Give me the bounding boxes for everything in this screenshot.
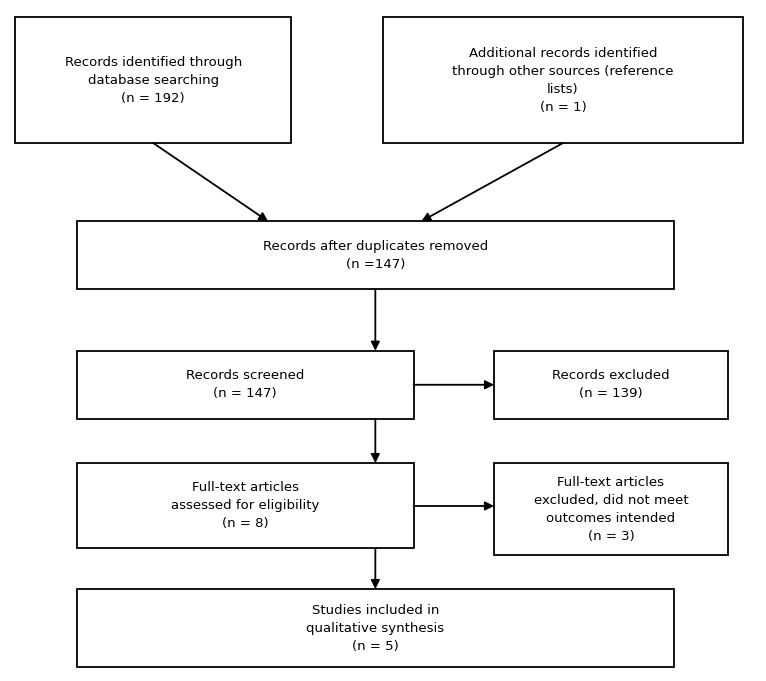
FancyBboxPatch shape [383, 17, 743, 143]
Text: Records screened
(n = 147): Records screened (n = 147) [186, 369, 304, 400]
FancyBboxPatch shape [494, 463, 728, 555]
FancyBboxPatch shape [494, 351, 728, 419]
Text: Full-text articles
excluded, did not meet
outcomes intended
(n = 3): Full-text articles excluded, did not mee… [534, 475, 688, 543]
Text: Records excluded
(n = 139): Records excluded (n = 139) [552, 369, 669, 400]
Text: Full-text articles
assessed for eligibility
(n = 8): Full-text articles assessed for eligibil… [171, 481, 319, 530]
Text: Records after duplicates removed
(n =147): Records after duplicates removed (n =147… [263, 240, 488, 271]
Text: Studies included in
qualitative synthesis
(n = 5): Studies included in qualitative synthesi… [306, 604, 444, 652]
FancyBboxPatch shape [77, 589, 674, 667]
FancyBboxPatch shape [15, 17, 291, 143]
Text: Records identified through
database searching
(n = 192): Records identified through database sear… [64, 56, 242, 104]
FancyBboxPatch shape [77, 463, 414, 548]
Text: Additional records identified
through other sources (reference
lists)
(n = 1): Additional records identified through ot… [452, 46, 674, 114]
FancyBboxPatch shape [77, 351, 414, 419]
FancyBboxPatch shape [77, 221, 674, 289]
